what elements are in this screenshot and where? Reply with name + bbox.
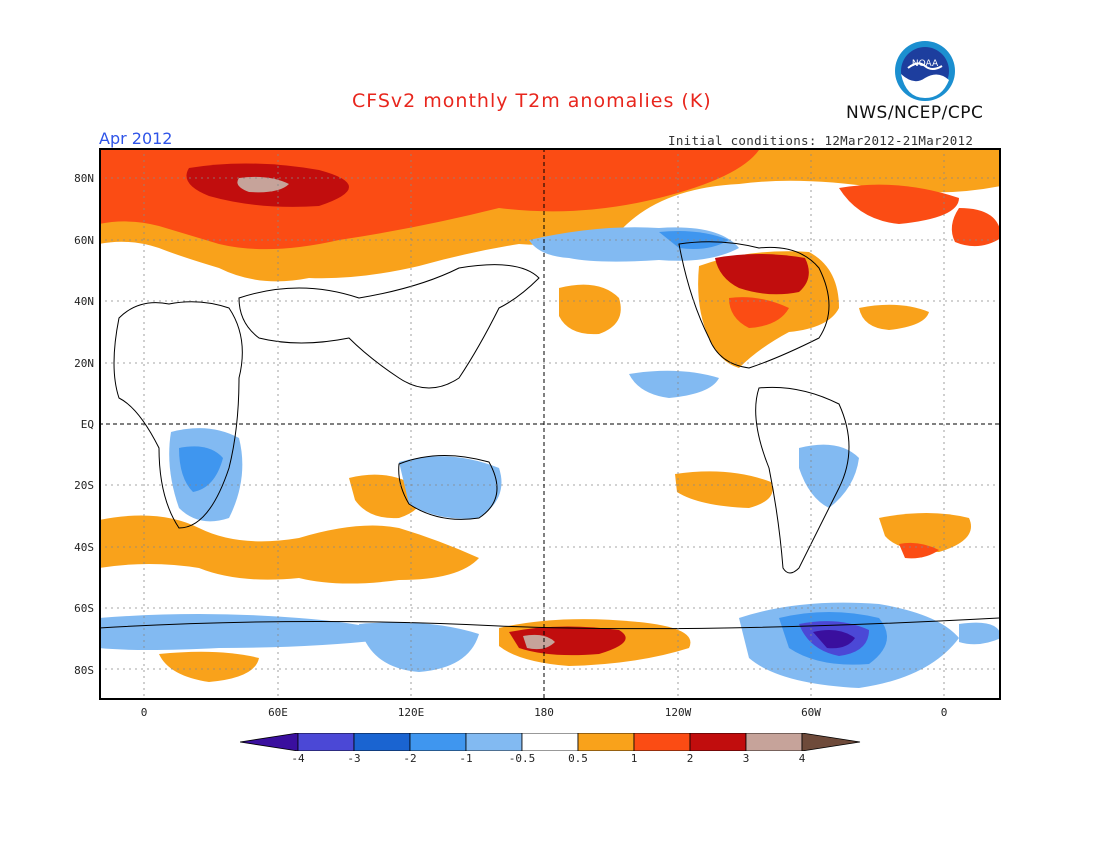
lat-label-20s: 20S xyxy=(74,479,94,492)
colorbar-label-neg1: -1 xyxy=(459,752,473,765)
cold-anomaly-africa xyxy=(169,428,243,522)
cold-anomaly-south-america xyxy=(799,444,859,508)
warm-anomaly-north-america xyxy=(698,251,839,368)
map-frame xyxy=(99,148,1001,700)
colorbar-label-neg2: -2 xyxy=(403,752,417,765)
lat-label-80s: 80S xyxy=(74,664,94,677)
colorbar-swatch-1-05 xyxy=(465,732,523,752)
colorbar-swatch-2-3 xyxy=(689,732,747,752)
organization-label: NWS/NCEP/CPC xyxy=(846,103,984,123)
colorbar-label-3: 3 xyxy=(742,752,750,765)
lon-label-180: 180 xyxy=(534,706,554,719)
anomaly-map xyxy=(98,148,1001,700)
colorbar-swatch-4-3 xyxy=(297,732,355,752)
warm-anomaly-arctic xyxy=(99,150,1001,282)
colorbar xyxy=(239,732,862,752)
lat-label-20n: 20N xyxy=(74,357,94,370)
lat-label-80n: 80N xyxy=(74,172,94,185)
lon-label-120e: 120E xyxy=(397,706,425,719)
lat-label-60n: 60N xyxy=(74,234,94,247)
lon-label-60e: 60E xyxy=(268,706,288,719)
colorbar-swatch-below-4 xyxy=(239,732,299,752)
coastlines xyxy=(98,241,1000,630)
cold-anomaly-tropical-pacific xyxy=(629,370,719,398)
lat-label-eq: EQ xyxy=(80,418,94,431)
lon-label-0-left: 0 xyxy=(140,706,148,719)
lon-label-120w: 120W xyxy=(664,706,692,719)
colorbar-label-neg3: -3 xyxy=(347,752,361,765)
colorbar-swatch-above-4 xyxy=(801,732,861,752)
colorbar-swatch-05-1 xyxy=(577,732,635,752)
cold-anomaly-north-pacific xyxy=(529,227,739,262)
colorbar-swatch-2-1 xyxy=(409,732,467,752)
warm-anomaly-south-pacific xyxy=(675,471,773,508)
colorbar-label-neg05: -0.5 xyxy=(508,752,536,765)
warm-anomaly-north-pacific xyxy=(559,284,621,335)
initial-conditions: Initial conditions: 12Mar2012-21Mar2012 xyxy=(668,133,974,148)
colorbar-swatch-3-2 xyxy=(353,732,411,752)
noaa-logo-text: NOAA xyxy=(912,59,939,69)
colorbar-label-05: 0.5 xyxy=(568,752,588,765)
colorbar-swatch-neutral xyxy=(521,732,579,752)
colorbar-label-neg4: -4 xyxy=(291,752,305,765)
valid-month: Apr 2012 xyxy=(99,129,173,148)
warm-anomaly-atlantic xyxy=(859,304,929,330)
colorbar-label-1: 1 xyxy=(630,752,638,765)
equator-dateline xyxy=(99,148,1001,700)
lat-label-60s: 60S xyxy=(74,602,94,615)
chart-title: CFSv2 monthly T2m anomalies (K) xyxy=(352,90,712,112)
lat-label-40s: 40S xyxy=(74,541,94,554)
lat-label-40n: 40N xyxy=(74,295,94,308)
colorbar-swatch-1-2 xyxy=(633,732,691,752)
colorbar-label-2: 2 xyxy=(686,752,694,765)
warm-anomaly-antarctic xyxy=(159,619,691,682)
cold-anomaly-australia xyxy=(399,456,502,519)
colorbar-label-4: 4 xyxy=(798,752,806,765)
noaa-logo: NOAA xyxy=(894,40,956,102)
lon-label-0-right: 0 xyxy=(940,706,948,719)
lon-label-60w: 60W xyxy=(801,706,821,719)
cold-anomaly-antarctic xyxy=(99,602,1001,688)
colorbar-swatch-3-4 xyxy=(745,732,803,752)
